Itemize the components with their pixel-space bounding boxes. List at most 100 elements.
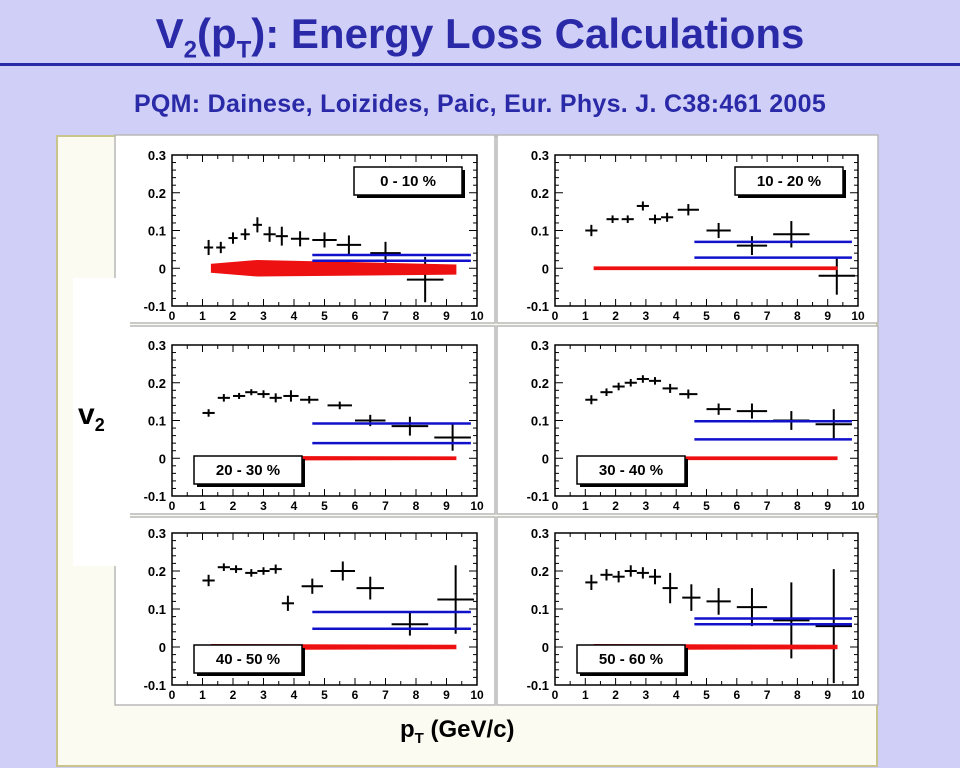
x-tick-label: 3 (260, 688, 267, 702)
x-label-p: p (400, 716, 415, 743)
x-tick-label: 7 (764, 309, 771, 323)
x-tick-label: 6 (733, 688, 740, 702)
x-tick-label: 6 (352, 309, 359, 323)
y-tick-label: 0.2 (148, 376, 166, 391)
y-tick-label: 0.2 (531, 376, 549, 391)
x-tick-label: 8 (413, 309, 420, 323)
x-tick-label: 10 (470, 499, 484, 513)
x-tick-label: 0 (169, 688, 176, 702)
x-tick-label: 0 (169, 499, 176, 513)
x-tick-label: 4 (291, 688, 298, 702)
y-label-v: v (78, 398, 95, 431)
title-sub-2: 2 (183, 36, 197, 64)
x-tick-label: 3 (643, 309, 650, 323)
y-tick-label: 0.1 (148, 602, 166, 617)
title-paren: (p (196, 10, 237, 57)
y-tick-label: 0.2 (531, 186, 549, 201)
x-tick-label: 10 (851, 688, 865, 702)
x-tick-label: 0 (552, 688, 559, 702)
y-axis-label: v2 (78, 398, 105, 436)
x-tick-label: 0 (169, 309, 176, 323)
x-tick-label: 1 (199, 499, 206, 513)
x-tick-label: 8 (413, 688, 420, 702)
x-tick-label: 9 (824, 499, 831, 513)
panel-1: 0 1 2 3 4 5 6 7 8 9 10-0.100.10.20.30 - 10 % (114, 134, 496, 324)
x-tick-label: 4 (673, 309, 680, 323)
title-sub-t: T (236, 36, 252, 64)
x-tick-label: 6 (733, 309, 740, 323)
x-tick-label: 0 (552, 309, 559, 323)
x-tick-label: 1 (582, 309, 589, 323)
y-tick-label: 0.3 (148, 526, 166, 541)
panel-background (496, 134, 879, 324)
y-tick-label: 0 (159, 640, 166, 655)
page-title: V2(pT): Energy Loss Calculations (0, 8, 960, 76)
y-tick-label: -0.1 (144, 678, 166, 693)
x-tick-label: 0 (552, 499, 559, 513)
model-band (593, 266, 838, 271)
centrality-label: 20 - 30 % (216, 462, 280, 479)
x-tick-label: 6 (352, 499, 359, 513)
x-tick-label: 4 (291, 309, 298, 323)
title-divider (0, 63, 960, 66)
panel-3: 0 1 2 3 4 5 6 7 8 9 10-0.100.10.20.320 - 30 % (114, 325, 496, 515)
x-tick-label: 10 (470, 688, 484, 702)
x-tick-label: 4 (291, 499, 298, 513)
centrality-label: 40 - 50 % (216, 651, 280, 668)
y-tick-label: -0.1 (144, 299, 166, 314)
centrality-box (576, 644, 686, 674)
x-tick-label: 10 (851, 499, 865, 513)
panel-6: 0 1 2 3 4 5 6 7 8 9 10-0.100.10.20.350 - 60 % (496, 516, 879, 706)
y-tick-label: 0.2 (148, 564, 166, 579)
title-v: V (155, 10, 184, 57)
y-tick-label: 0.2 (148, 186, 166, 201)
model-band (210, 259, 457, 277)
x-tick-label: 9 (443, 499, 450, 513)
x-tick-label: 7 (382, 309, 389, 323)
y-tick-label: 0.1 (148, 224, 166, 239)
panel-2: 0 1 2 3 4 5 6 7 8 9 10-0.100.10.20.310 - 20 % (496, 134, 879, 324)
x-tick-label: 8 (794, 499, 801, 513)
centrality-box (353, 166, 463, 196)
x-tick-label: 5 (321, 499, 328, 513)
x-tick-label: 10 (851, 309, 865, 323)
centrality-box (193, 644, 303, 674)
centrality-label: 50 - 60 % (599, 651, 663, 668)
x-tick-label: 5 (321, 688, 328, 702)
x-tick-label: 3 (643, 499, 650, 513)
y-tick-label: 0.1 (531, 224, 549, 239)
x-tick-label: 2 (230, 309, 237, 323)
y-tick-label: 0 (159, 261, 166, 276)
x-tick-label: 3 (643, 688, 650, 702)
x-tick-label: 2 (230, 688, 237, 702)
x-tick-label: 7 (382, 499, 389, 513)
x-tick-label: 4 (673, 499, 680, 513)
panel-5: 0 1 2 3 4 5 6 7 8 9 10-0.100.10.20.340 - 50 % (114, 516, 496, 706)
x-tick-label: 4 (673, 688, 680, 702)
x-tick-label: 2 (612, 309, 619, 323)
x-tick-label: 9 (824, 309, 831, 323)
y-tick-label: 0 (159, 451, 166, 466)
x-tick-label: 6 (352, 688, 359, 702)
centrality-label: 0 - 10 % (380, 173, 436, 190)
y-tick-label: 0 (542, 640, 549, 655)
x-tick-label: 2 (612, 499, 619, 513)
x-tick-label: 5 (703, 688, 710, 702)
x-tick-label: 10 (470, 309, 484, 323)
x-axis-label: pT (GeV/c) (400, 716, 515, 747)
y-tick-label: -0.1 (527, 678, 549, 693)
x-tick-label: 3 (260, 309, 267, 323)
x-tick-label: 8 (794, 688, 801, 702)
x-tick-label: 1 (199, 688, 206, 702)
centrality-box (193, 455, 303, 485)
x-tick-label: 8 (413, 499, 420, 513)
y-tick-label: 0.1 (531, 414, 549, 429)
title-text: ): Energy Loss Calculations (251, 10, 805, 57)
x-tick-label: 2 (612, 688, 619, 702)
x-tick-label: 5 (321, 309, 328, 323)
reference-subtitle: PQM: Dainese, Loizides, Paic, Eur. Phys.… (133, 90, 827, 118)
x-tick-label: 6 (733, 499, 740, 513)
x-tick-label: 7 (764, 688, 771, 702)
y-tick-label: 0.2 (531, 564, 549, 579)
